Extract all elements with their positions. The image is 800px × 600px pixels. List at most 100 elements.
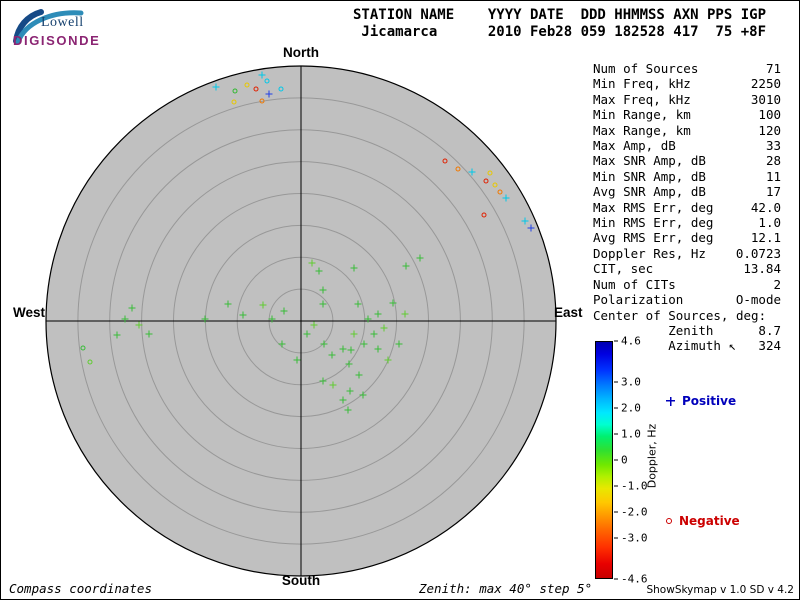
stat-row: Max RMS Err, deg 42.0 — [593, 200, 781, 215]
stat-value: 13.84 — [743, 261, 781, 277]
colorbar-tick-mark — [614, 537, 618, 539]
stat-label: Azimuth ↖ — [593, 338, 736, 354]
compass-west-label: West — [13, 305, 46, 320]
colorbar-tick-label: -2.0 — [621, 505, 648, 519]
legend-positive-label: Positive — [682, 394, 737, 408]
colorbar-tick: 4.6 — [614, 335, 641, 348]
colorbar-tick-label: -1.0 — [621, 479, 648, 493]
stat-row: Zenith 8.7 — [593, 323, 781, 338]
colorbar-tick-label: 0 — [621, 453, 628, 467]
stat-value: 12.1 — [750, 230, 781, 246]
stat-row: CIT, sec 13.84 — [593, 261, 781, 276]
colorbar-tick-label: 2.0 — [621, 401, 641, 415]
stat-label: Min RMS Err, deg — [593, 215, 714, 231]
colorbar-tick-mark — [614, 407, 618, 409]
stat-row: Avg SNR Amp, dB 17 — [593, 184, 781, 199]
stat-row: Max Amp, dB 33 — [593, 138, 781, 153]
stat-value: 71 — [765, 61, 781, 76]
logo-digisonde: DIGISONDE — [13, 33, 101, 48]
stat-value: 100 — [758, 107, 781, 123]
stat-label: Num of CITs — [593, 276, 676, 292]
stat-label: Center of Sources, deg: — [593, 307, 767, 323]
stat-row: Max Freq, kHz 3010 — [593, 92, 781, 107]
colorbar-tick: -2.0 — [614, 505, 648, 518]
colorbar-tick: -1.0 — [614, 479, 648, 492]
header-field-labels: STATION NAME YYYY DATE DDD HHMMSS AXN PP… — [353, 7, 767, 23]
stat-value: 324 — [758, 338, 781, 354]
stat-row: Avg RMS Err, deg 12.1 — [593, 230, 781, 245]
colorbar-ticks: 4.6 3.0 2.0 1.0 0 -1.0 -2.0 -3.0 -4.6 — [614, 335, 662, 586]
colorbar-tick: 3.0 — [614, 376, 641, 389]
stat-label: Avg RMS Err, deg — [593, 230, 714, 246]
legend-positive: Positive — [666, 394, 736, 408]
colorbar-tick-label: 1.0 — [621, 427, 641, 441]
legend-negative-label: Negative — [679, 514, 740, 528]
stat-value: 33 — [765, 138, 781, 154]
stat-label: CIT, sec — [593, 261, 654, 277]
stat-value: 3010 — [750, 91, 781, 107]
compass-south-label: South — [281, 573, 321, 588]
stat-value: 2250 — [750, 76, 781, 92]
stat-label: Avg SNR Amp, dB — [593, 184, 706, 200]
footer-coordinates-note: Compass coordinates — [9, 581, 152, 596]
header-field-values: Jicamarca 2010 Feb28 059 182528 417 75 +… — [353, 24, 767, 40]
footer-zenith-note: Zenith: max 40° step 5° — [419, 581, 593, 596]
stat-row: Min RMS Err, deg 1.0 — [593, 215, 781, 230]
stat-label: Max Amp, dB — [593, 138, 676, 154]
circle-marker-icon — [666, 518, 672, 524]
stat-row: Min SNR Amp, dB 11 — [593, 169, 781, 184]
logo: Lowell DIGISONDE — [9, 5, 129, 53]
colorbar-tick: -3.0 — [614, 531, 648, 544]
colorbar-tick-label: -3.0 — [621, 531, 648, 545]
stat-label: Zenith — [593, 322, 714, 338]
stat-row: Min Freq, kHz 2250 — [593, 76, 781, 91]
stat-value: 11 — [765, 168, 781, 184]
stat-label: Num of Sources — [593, 61, 699, 76]
stat-value: 42.0 — [750, 199, 781, 215]
stat-label: Doppler Res, Hz — [593, 245, 706, 261]
stat-value: 17 — [765, 184, 781, 200]
stat-label: Polarization — [593, 292, 684, 308]
stat-value: 8.7 — [758, 322, 781, 338]
compass-north-label: North — [283, 45, 319, 60]
stat-value: O-mode — [735, 292, 781, 308]
colorbar-tick: 1.0 — [614, 428, 641, 441]
colorbar-tick-mark — [614, 485, 618, 487]
compass-east-label: East — [554, 305, 583, 320]
colorbar-tick-mark — [614, 433, 618, 435]
polar-grid — [45, 65, 557, 577]
colorbar-tick-mark — [614, 340, 618, 342]
stat-value: 0.0723 — [735, 245, 781, 261]
legend-negative: Negative — [666, 514, 740, 528]
stat-row: Num of CITs 2 — [593, 277, 781, 292]
logo-lowell: Lowell — [41, 15, 84, 30]
colorbar-tick: 0 — [614, 454, 628, 467]
logo-swoosh-icon — [13, 9, 84, 45]
stat-value: 2 — [773, 276, 781, 292]
stat-value: 28 — [765, 153, 781, 169]
footer-version: ShowSkymap v 1.0 SD v 4.2 — [646, 584, 794, 596]
stat-value: 120 — [758, 122, 781, 138]
colorbar-tick-label: 4.6 — [621, 334, 641, 348]
colorbar-tick: -4.6 — [614, 573, 648, 586]
stat-label: Max SNR Amp, dB — [593, 153, 706, 169]
colorbar-tick-label: 3.0 — [621, 375, 641, 389]
stat-row: Doppler Res, Hz 0.0723 — [593, 246, 781, 261]
colorbar-tick-mark — [614, 578, 618, 580]
stat-label: Min Freq, kHz — [593, 76, 691, 92]
colorbar-title: Doppler, Hz — [645, 423, 659, 489]
plus-marker-icon — [666, 396, 675, 406]
stat-row: Max Range, km 120 — [593, 123, 781, 138]
stat-row: Polarization O-mode — [593, 292, 781, 307]
stat-label: Max Range, km — [593, 122, 691, 138]
stat-row: Max SNR Amp, dB 28 — [593, 153, 781, 168]
stat-label: Min Range, km — [593, 107, 691, 123]
stat-value: 1.0 — [758, 215, 781, 231]
stat-label: Max RMS Err, deg — [593, 199, 714, 215]
colorbar-tick: 2.0 — [614, 402, 641, 415]
stat-label: Max Freq, kHz — [593, 91, 691, 107]
stat-row: Center of Sources, deg: — [593, 308, 781, 323]
colorbar-tick-label: -4.6 — [621, 572, 648, 586]
stats-panel: Num of Sources 71 Min Freq, kHz 2250 Max Fre… — [593, 61, 781, 354]
